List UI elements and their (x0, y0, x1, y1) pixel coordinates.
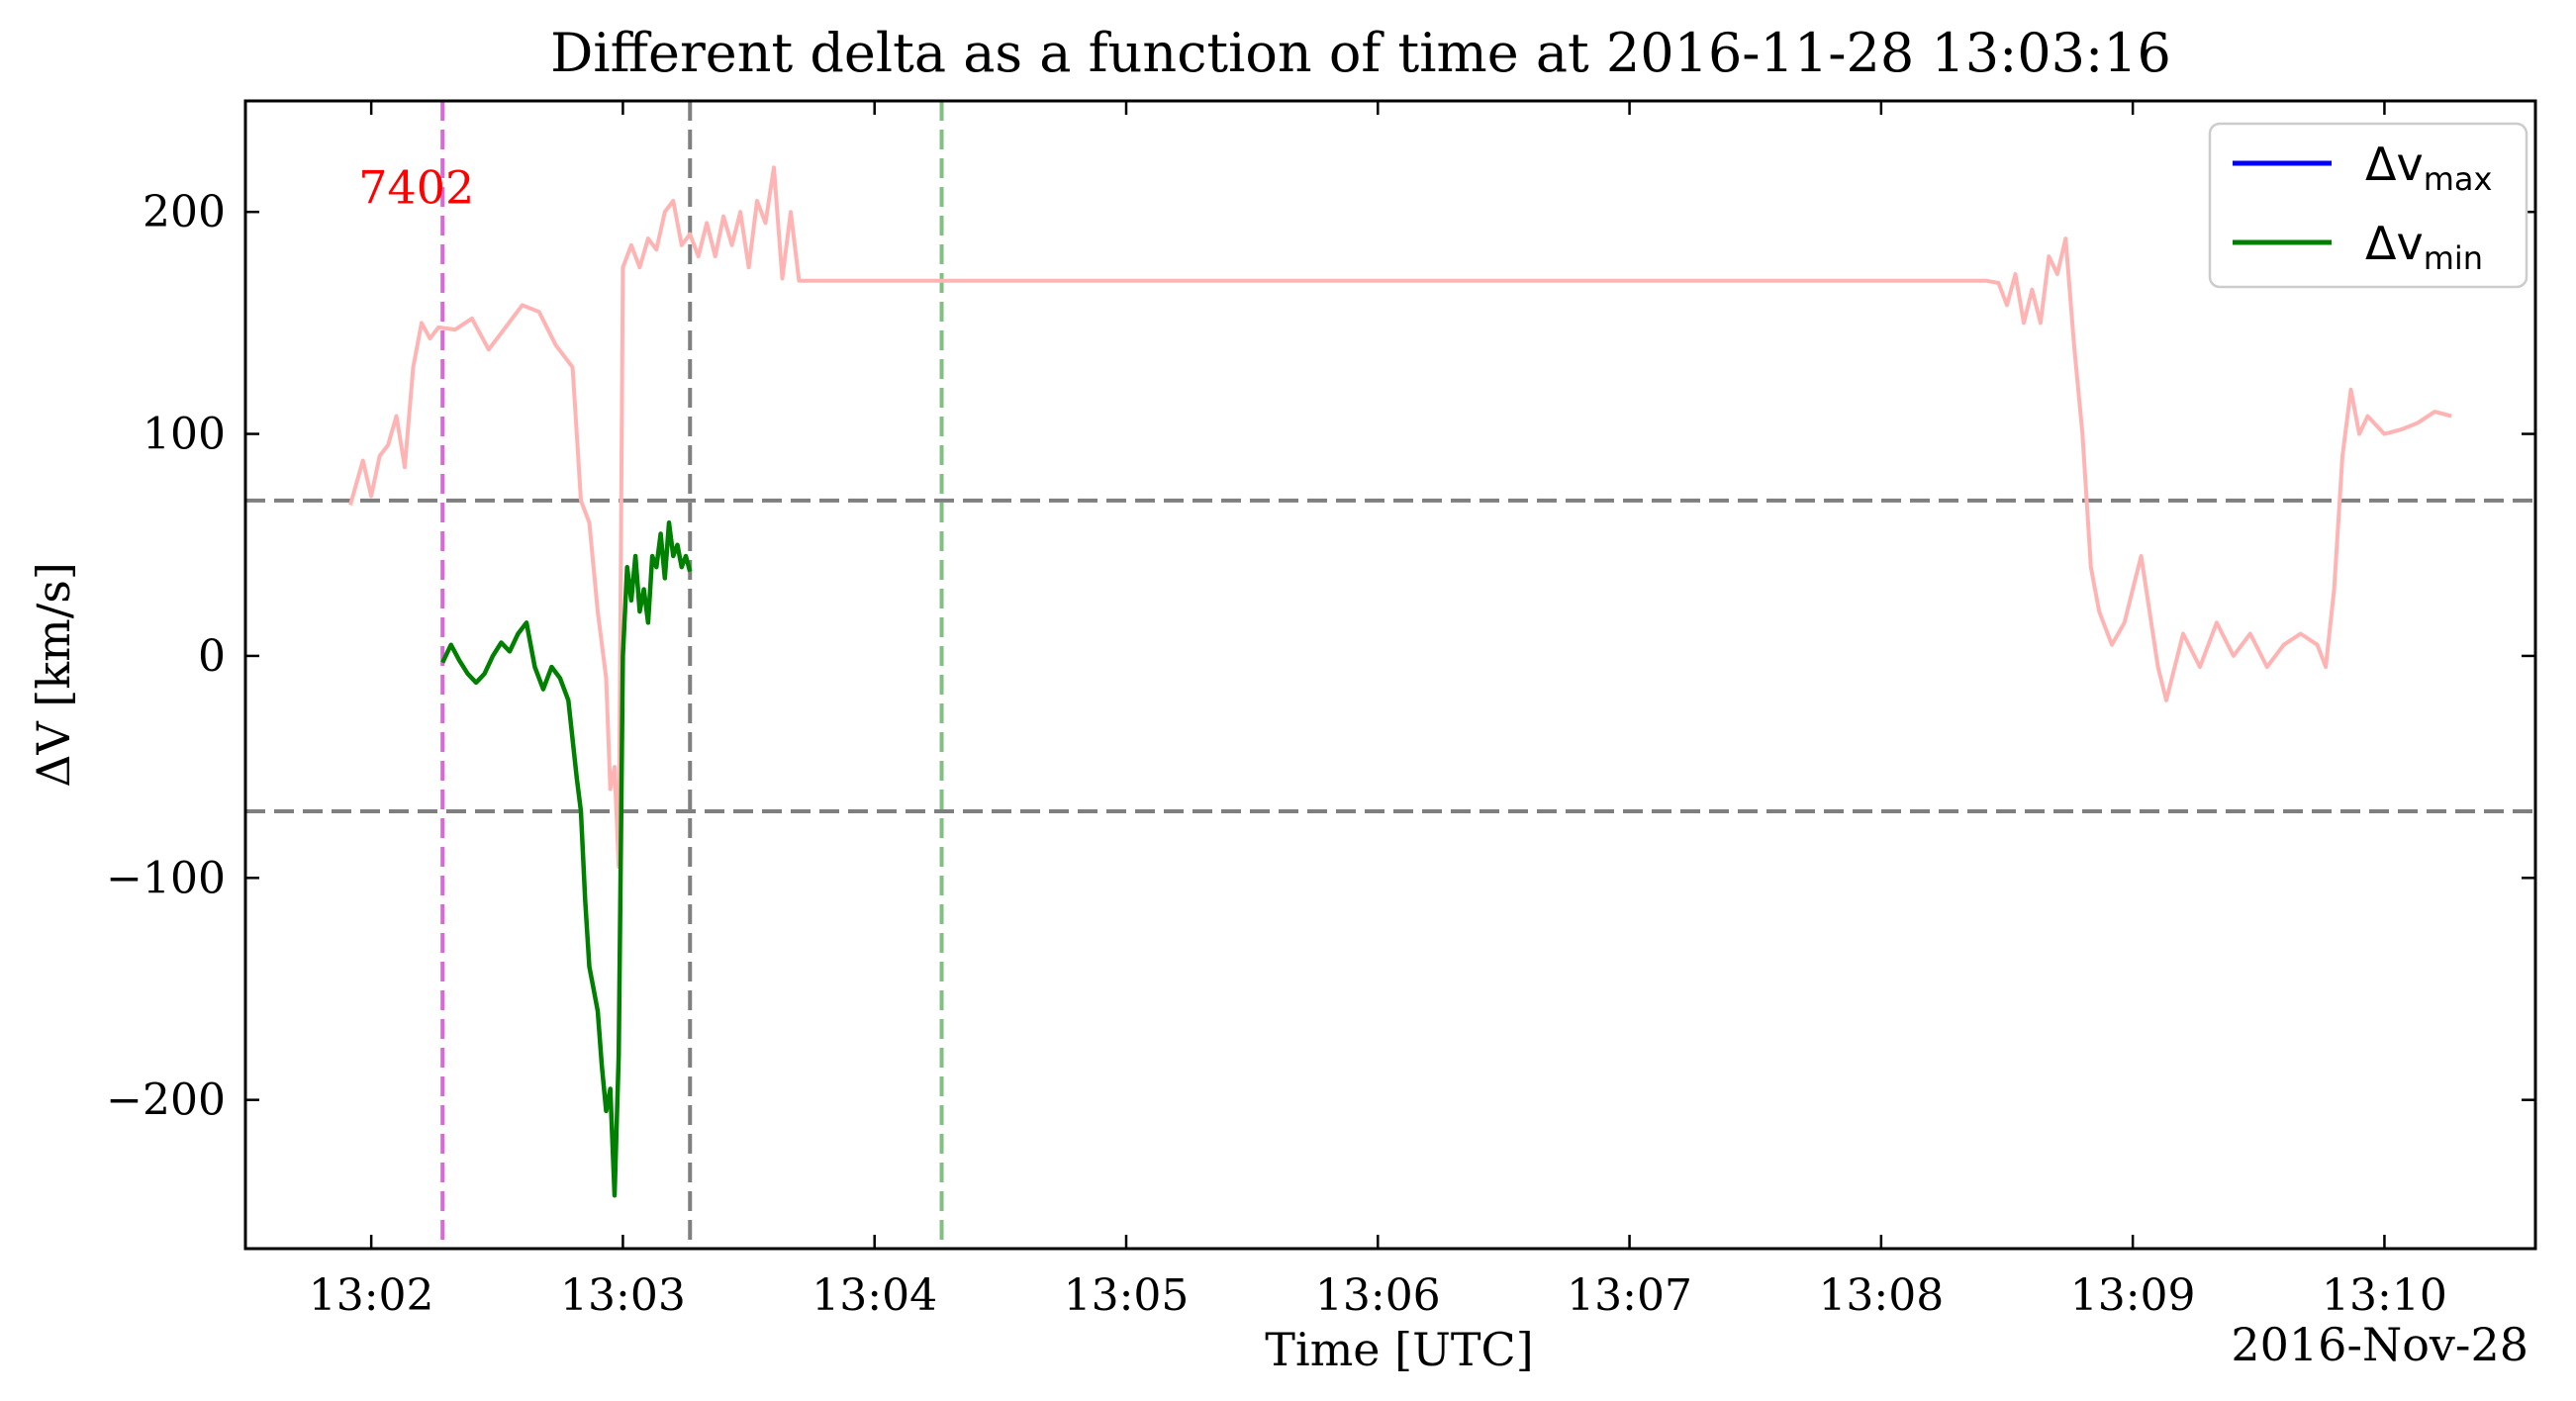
x-tick-label-2: 13:04 (811, 1270, 937, 1321)
legend: Δvmax Δvmin (2208, 122, 2528, 289)
x-tick-label-3: 13:05 (1064, 1270, 1190, 1321)
y-tick-label-4: −200 (106, 1075, 226, 1126)
axes-frame (243, 99, 2537, 1251)
x-tick-label-4: 13:06 (1315, 1270, 1441, 1321)
y-tick-label-2: 0 (198, 631, 226, 682)
legend-label-min: Δvmin (2365, 217, 2483, 277)
annotation-label: 7402 (358, 161, 474, 215)
x-tick-label-7: 13:09 (2070, 1270, 2196, 1321)
legend-label-max-base: Δv (2365, 138, 2424, 191)
y-tick-label-1: 100 (143, 410, 226, 460)
plot-area (245, 101, 2535, 1249)
axes: 7402 13:02 13:03 13:04 13:05 13:06 13:07 13:08… (106, 99, 2537, 1321)
x-axis-label: Time [UTC] (1265, 1323, 1533, 1376)
legend-label-max: Δvmax (2365, 138, 2492, 198)
legend-label-min-sub: min (2424, 239, 2483, 277)
x-tick-label-0: 13:02 (309, 1270, 434, 1321)
x-tick-label-1: 13:03 (560, 1270, 686, 1321)
series-line-0 (348, 165, 2452, 870)
series-line-1 (440, 520, 693, 1198)
legend-label-max-sub: max (2424, 160, 2493, 198)
y-tick-label-0: 200 (143, 187, 226, 237)
date-label: 2016-Nov-28 (2231, 1318, 2528, 1371)
chart-title: Different delta as a function of time at… (550, 22, 2171, 84)
x-tick-label-5: 13:07 (1567, 1270, 1692, 1321)
x-tick-label-6: 13:08 (1818, 1270, 1944, 1321)
y-axis-label: ΔV [km/s] (27, 562, 80, 788)
x-tick-label-8: 13:10 (2322, 1270, 2447, 1321)
y-tick-label-3: −100 (106, 853, 226, 903)
legend-label-min-base: Δv (2365, 217, 2424, 270)
